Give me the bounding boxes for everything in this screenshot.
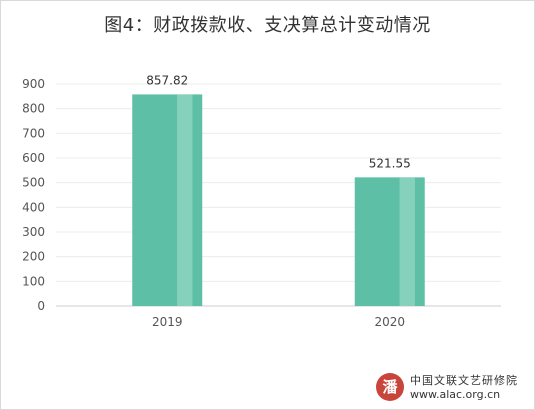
chart-title: 图4：财政拨款收、支决算总计变动情况 [104, 15, 431, 36]
x-tick-label: 2020 [374, 315, 405, 329]
y-tick-label: 600 [22, 151, 45, 165]
x-tick-label: 2019 [152, 315, 183, 329]
y-tick-label: 200 [22, 250, 45, 264]
bar-highlight [399, 177, 415, 306]
data-label: 857.82 [146, 73, 188, 87]
watermark-url: www.alac.org.cn [410, 388, 501, 401]
y-tick-label: 700 [22, 126, 45, 140]
y-tick-label: 100 [22, 274, 45, 288]
seal-stamp-icon: 潘 [376, 373, 404, 401]
y-tick-label: 800 [22, 102, 45, 116]
y-tick-label: 900 [22, 77, 45, 91]
watermark-name: 中国文联文艺研修院 [410, 374, 518, 387]
y-tick-label: 500 [22, 176, 45, 190]
y-tick-label: 400 [22, 200, 45, 214]
y-tick-label: 300 [22, 225, 45, 239]
data-label: 521.55 [369, 156, 411, 170]
bar-highlight [177, 94, 193, 306]
watermark-logo: 潘 中国文联文艺研修院 www.alac.org.cn [376, 371, 526, 403]
y-tick-label: 0 [37, 299, 45, 313]
